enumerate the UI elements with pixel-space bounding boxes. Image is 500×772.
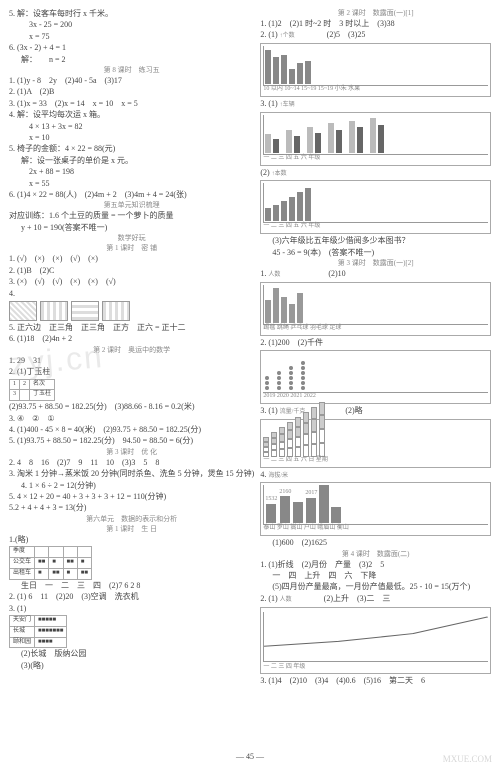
s3-2: 3. 淘米 1 分钟→蒸米饭 20 分钟(同时杀鱼、洗鱼 5 分钟，煲鱼 15 … <box>9 469 254 479</box>
u6-2: 2. (1) 6 11 (2)20 (3)空调 洗衣机 <box>9 592 254 602</box>
prob-5: 5. 解：设客车每时行 x 千米。 <box>9 9 254 19</box>
pattern-sq <box>71 301 99 321</box>
u5-1: 对应训练：1.6 个土豆的质量 = 一个萝卜的质量 <box>9 211 254 221</box>
pattern-tri <box>40 301 68 321</box>
fun-3: 3. (×) (√) (√) (×) (×) (√) <box>9 277 254 287</box>
r-s2-title: 第 2 课时 数露面(一)[1] <box>260 9 491 18</box>
s8-7: 5. 椅子的金额：4 × 22 = 88(元) <box>9 144 254 154</box>
s2-2: 2. (1)丁玉柱 <box>9 367 254 377</box>
fun-4: 4. <box>9 289 254 299</box>
r-s3-title: 第 3 课时 数露面(一)[2] <box>260 259 491 268</box>
s3-5: 5.2 + 4 + 4 + 3 = 13(分) <box>9 503 254 513</box>
r-s3-6: 4. 海拔/米 <box>260 470 491 481</box>
r-s3-3: 2. (1)200 (2)千件 <box>260 338 491 348</box>
s2-5: 4. (1)400 - 45 × 8 = 40(米) (2)93.75 + 88… <box>9 425 254 435</box>
u6-s1: 第 1 课时 生 日 <box>9 525 254 534</box>
pattern-brick <box>102 301 130 321</box>
watermark-2: MXUE.COM <box>443 754 492 766</box>
s8-9: 2x + 88 = 198 <box>9 167 254 177</box>
chart-4: 踢毽 跳绳 乒乓球 羽毛球 足球 <box>260 282 491 336</box>
fun-1: 1. (√) (×) (×) (√) (×) <box>9 254 254 264</box>
r-s2-4: 3. (1) ↑车辆 <box>260 99 491 110</box>
s2-3: (2)93.75 + 88.50 = 182.25(分) (3)88.66 - … <box>9 402 254 412</box>
u6-l2: 生日 一 二 三 四 (2)7 6 2 8 <box>9 581 254 591</box>
r-s2-1: 1. (1)2 (2)1 时~2 时 3 时以上 (3)38 <box>260 19 491 29</box>
chart-2: 一 二 三 四 五 六 年级 <box>260 112 491 166</box>
s3-1: 2. 4 8 16 (2)7 9 11 10 (3)3 5 8 <box>9 458 254 468</box>
s2-4: 3. ④ ② ① <box>9 414 254 424</box>
u6-1: 1.(略) <box>9 535 254 545</box>
s8-8: 解：设一张桌子的单价是 x 元。 <box>9 156 254 166</box>
r-s3-7: (1)600 (2)1625 <box>260 538 491 548</box>
r-s2-5: (2) ↑本数 <box>260 168 491 179</box>
s2-table: 12名次 3丁玉柱 <box>9 379 55 402</box>
u6-3: 3. (1) <box>9 604 254 614</box>
s8-4: 4. 解：设平均每次运 x 箱。 <box>9 110 254 120</box>
chart-5: 2019 2020 2021 2022 <box>260 350 491 404</box>
chart-1: 10 以内 10~14 15~19 15~19 小朱 水果 <box>260 43 491 97</box>
r-s2-6: (3)六年级比五年级少借阅多少本图书？ <box>260 236 491 246</box>
fun-title: 数学好玩 <box>9 234 254 243</box>
loc-table: 天安门■■■■■ 长城■■■■■■■ 颐和园■■■■ <box>9 615 67 648</box>
s8-2: 2. (1)A (2)B <box>9 87 254 97</box>
u6-title: 第六单元 数据的表示和分析 <box>9 515 254 524</box>
fun-s1: 第 1 课时 密 铺 <box>9 244 254 253</box>
r-s4-4: 2. (1) 人数 (2)上升 (3)二 三 <box>260 594 491 605</box>
s2-6: 5. (1)93.75 + 88.50 = 182.25(分) 94.50 = … <box>9 436 254 446</box>
s2-title: 第 2 课时 奥运中的数学 <box>9 346 254 355</box>
u5-2: y + 10 = 190(答案不唯一) <box>9 223 254 233</box>
r-s3-4: 3. (1) 流量/千克 (2)略 <box>260 406 491 417</box>
s8-11: 6. (1)4 × 22 = 88(人) (2)4m + 2 (3)4m + 4… <box>9 190 254 200</box>
r-s4-title: 第 4 课时 数露面(二) <box>260 550 491 559</box>
chart-7: 153221602017 泰山 罗山 嵩山 户山 峨眉山 衡山 <box>260 482 491 536</box>
r-s2-2: 2. (1) ↑个数 (2)5 (3)25 <box>260 30 491 41</box>
eq-2: x = 75 <box>9 32 254 42</box>
chart-8: 一 二 三 四 年级 <box>260 607 491 675</box>
chart-3: 一 二 三 四 五 六 年级 <box>260 180 491 234</box>
s8-3: 3. (1)x = 33 (2)x = 14 x = 10 x = 5 <box>9 99 254 109</box>
pattern-hex <box>9 301 37 321</box>
eq-3: 解： n = 2 <box>9 55 254 65</box>
unit-5: 第五单元知识梳理 <box>9 201 254 210</box>
s2-1: 1. 29 31 <box>9 356 254 366</box>
page-number: — 45 — <box>0 752 500 762</box>
prob-6: 6. (3x - 2) + 4 = 1 <box>9 43 254 53</box>
eq-1: 3x - 25 = 200 <box>9 20 254 30</box>
s8-6: x = 10 <box>9 133 254 143</box>
pattern-row <box>9 301 254 321</box>
s3-4: 5. 4 × 12 + 20 = 40 + 3 + 3 + 3 + 12 = 1… <box>9 492 254 502</box>
r-s4-2: 一 四 上升 四 六 下降 <box>260 571 491 581</box>
r-s4-6: 3. (1)4 (2)10 (3)4 (4)0.6 (5)16 第二天 6 <box>260 676 491 686</box>
s8-5: 4 × 13 + 3x = 82 <box>9 122 254 132</box>
s3-title: 第 3 课时 优 化 <box>9 448 254 457</box>
r-s4-3: (5)四月份产量最高，一月份产值最低。25 - 10 = 15(万个) <box>260 582 491 592</box>
r-s4-1: 1. (1)折线 (2)月份 产量 (3)2 5 <box>260 560 491 570</box>
chart-6: 一 二 三 四 五 六 日 星期 <box>260 419 491 468</box>
s8-1: 1. (1)y - 8 2y (2)40 - 5a (3)17 <box>9 76 254 86</box>
fun-6: 6. (1)18 (2)4n + 2 <box>9 334 254 344</box>
r-s3-1: 1. 人数 (2)10 <box>260 269 491 280</box>
s8-10: x = 55 <box>9 179 254 189</box>
u6-7: (2)长城 版纳公园 <box>9 649 254 659</box>
fun-5: 5. 正六边 正三角 正三角 正方 正六 = 正十二 <box>9 323 254 333</box>
fun-2: 2. (1)B (2)C <box>9 266 254 276</box>
s3-3: 4. 1 × 6 ÷ 2 = 12(分钟) <box>9 481 254 491</box>
u6-8: (3)(略) <box>9 661 254 671</box>
r-s2-7: 45 - 36 = 9(本) (答案不唯一) <box>260 248 491 258</box>
u6-table: 季度 公交车■■■■■■ 出租车■■■■■■ <box>9 546 92 579</box>
section-8: 第 8 课时 练习五 <box>9 66 254 75</box>
